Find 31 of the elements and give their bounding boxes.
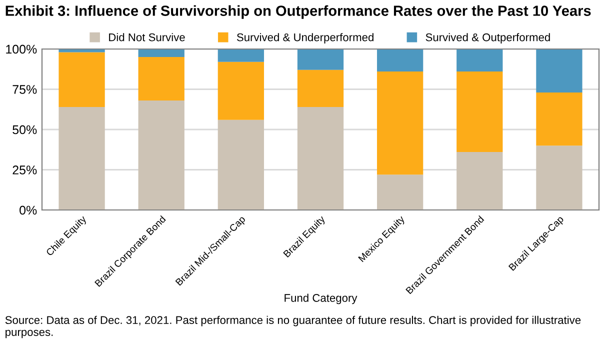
y-tick-label: 0% — [20, 206, 37, 215]
bar — [218, 49, 264, 62]
x-axis-title: Fund Category — [284, 294, 358, 304]
legend-label: Did Not Survive — [109, 33, 185, 42]
y-tick-label: 75% — [12, 85, 37, 94]
bar — [536, 146, 582, 210]
y-tick-label: 25% — [12, 166, 37, 174]
bar — [376, 49, 424, 72]
bar — [297, 49, 344, 70]
bar — [297, 70, 344, 107]
bar — [218, 62, 264, 120]
legend-label: Survived & Outperformed — [426, 33, 550, 44]
chart-title: Exhibit 3: Influence of Survivorship on Outperformance Rates over the Past 10 Years — [6, 5, 591, 19]
legend-label: Survived & Underperformed — [236, 33, 374, 44]
bar — [138, 49, 184, 58]
y-tick-label: 100% — [6, 44, 37, 54]
bar — [376, 72, 424, 175]
bar — [536, 49, 582, 92]
bar — [376, 174, 424, 210]
source-note: Source: Data as of Dec. 31, 2021. Past performance is no guarantee of future results. Chart is provided for illustrative purposes. — [5, 316, 581, 338]
bar — [58, 106, 105, 210]
bar — [456, 49, 503, 72]
bar — [138, 57, 184, 101]
bar — [536, 92, 582, 146]
bar — [456, 72, 503, 152]
y-tick-label: 50% — [12, 125, 37, 134]
bar — [456, 152, 503, 210]
bar — [218, 120, 264, 210]
bar — [297, 106, 344, 210]
bar — [58, 52, 105, 107]
bar — [138, 100, 184, 210]
